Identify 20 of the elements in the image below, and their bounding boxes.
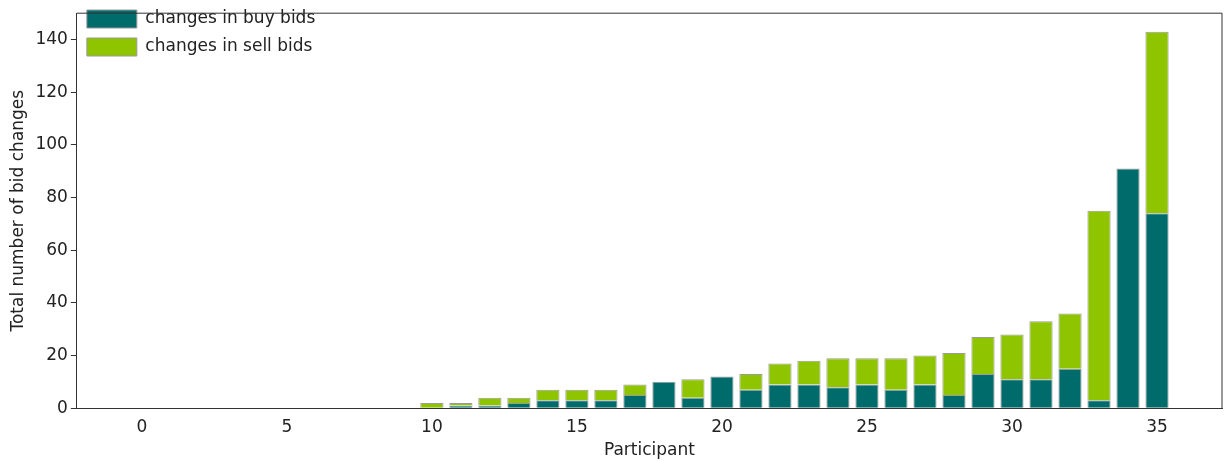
x-tick-label: 35 <box>1146 415 1168 436</box>
y-tick-label: 120 <box>35 80 68 101</box>
y-tick-label: 140 <box>35 27 68 48</box>
legend-label: changes in buy bids <box>145 7 316 28</box>
y-axis-title: Total number of bid changes <box>6 89 27 333</box>
y-tick-label: 0 <box>57 396 68 417</box>
x-tick-label: 10 <box>421 415 443 436</box>
x-tick-label: 25 <box>856 415 878 436</box>
y-tick-label: 60 <box>46 238 68 259</box>
y-tick-label: 80 <box>46 185 68 206</box>
x-tick-label: 0 <box>136 415 148 436</box>
x-tick-label: 20 <box>711 415 733 436</box>
y-tick-label: 20 <box>46 343 68 364</box>
x-tick-label: 15 <box>566 415 588 436</box>
y-tick-label: 100 <box>35 133 68 154</box>
legend-label: changes in sell bids <box>145 35 313 56</box>
x-tick-label: 30 <box>1001 415 1023 436</box>
x-axis-title: Participant <box>603 439 696 460</box>
x-tick-label: 5 <box>281 415 293 436</box>
y-tick-label: 40 <box>46 291 68 312</box>
